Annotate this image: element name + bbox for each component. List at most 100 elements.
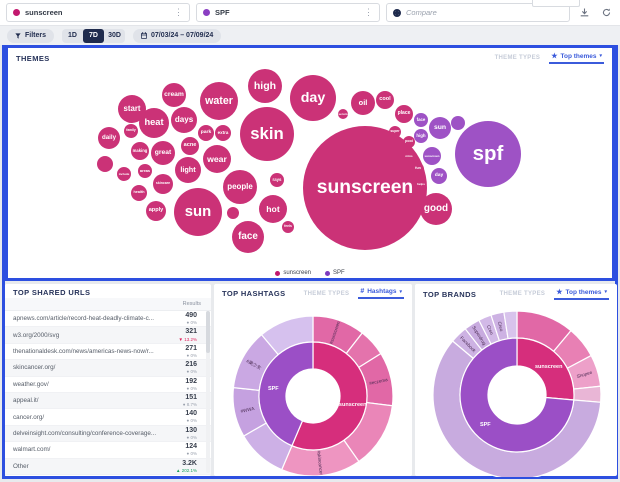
theme-bubble-serum[interactable]: serum bbox=[338, 109, 348, 119]
compare-input[interactable]: Compare bbox=[386, 3, 570, 22]
theme-bubble-unlabeled[interactable] bbox=[451, 116, 465, 130]
kebab-menu-icon[interactable]: ⋮ bbox=[364, 7, 373, 17]
url-text[interactable]: appeal.it/ bbox=[13, 397, 39, 405]
legend-dot bbox=[275, 270, 281, 276]
theme-types-label: THEME TYPES bbox=[499, 291, 546, 297]
url-text[interactable]: thenationaldesk.com/news/americas-news-n… bbox=[13, 347, 154, 355]
sunburst-inner-segment-SPF[interactable] bbox=[459, 337, 575, 453]
theme-bubble-day[interactable]: day bbox=[290, 75, 336, 121]
sunburst-inner-segment-sunscreen[interactable] bbox=[516, 337, 575, 401]
url-text[interactable]: apnews.com/article/record-heat-deadly-cl… bbox=[13, 315, 155, 323]
results-delta: ● 0% bbox=[186, 385, 197, 391]
chevron-down-icon: ▾ bbox=[604, 289, 607, 295]
results-cell: 124 ● 0% bbox=[185, 443, 203, 456]
query-input-spf[interactable]: SPF ⋮ bbox=[196, 3, 380, 22]
table-scrollbar[interactable] bbox=[206, 311, 210, 473]
theme-bubble-apply[interactable]: apply bbox=[146, 201, 166, 221]
url-text[interactable]: delveinsight.com/consulting/conference-c… bbox=[13, 429, 157, 437]
legend-item-sunscreen[interactable]: sunscreen bbox=[275, 270, 311, 276]
refresh-button[interactable] bbox=[598, 5, 614, 21]
theme-bubble-sunscreen[interactable]: sunscreen bbox=[423, 147, 441, 165]
theme-bubble-spf[interactable]: spf bbox=[455, 121, 521, 187]
theme-bubble-park[interactable]: park bbox=[198, 125, 214, 141]
sunburst-outer-label: Creo bbox=[497, 321, 504, 332]
theme-bubble-areas[interactable]: areas bbox=[138, 164, 152, 178]
theme-bubble-light[interactable]: light bbox=[175, 157, 201, 183]
theme-bubble-pool[interactable]: pool bbox=[403, 136, 415, 148]
url-row[interactable]: delveinsight.com/consulting/conference-c… bbox=[5, 425, 211, 443]
theme-bubble-high[interactable]: high bbox=[248, 69, 282, 103]
theme-bubble-sun[interactable]: sun bbox=[174, 188, 222, 236]
theme-bubble-unlabeled[interactable] bbox=[227, 207, 239, 219]
url-row[interactable]: skincancer.org/216 ● 0% bbox=[5, 360, 211, 377]
url-text[interactable]: weather.gov/ bbox=[13, 380, 49, 388]
url-row[interactable]: thenationaldesk.com/news/americas-news-n… bbox=[5, 344, 211, 361]
theme-bubble-hot[interactable]: hot bbox=[259, 195, 287, 223]
range-30d[interactable]: 30D bbox=[108, 32, 121, 39]
theme-bubble-skincare[interactable]: skincare bbox=[153, 174, 173, 194]
theme-bubble-face[interactable]: face bbox=[232, 221, 264, 253]
theme-bubble-health[interactable]: health bbox=[131, 185, 147, 201]
theme-bubble-fun[interactable]: fun bbox=[412, 163, 424, 175]
theme-bubble-high[interactable]: high bbox=[414, 129, 428, 143]
theme-bubble-sun[interactable]: sun bbox=[429, 117, 451, 139]
url-text[interactable]: skincancer.org/ bbox=[13, 364, 56, 372]
sunburst-inner-segment-SPF[interactable] bbox=[258, 341, 314, 447]
theme-bubble-day[interactable]: day bbox=[431, 168, 447, 184]
theme-bubble-rays[interactable]: rays bbox=[270, 173, 284, 187]
query-label: sunscreen bbox=[25, 8, 63, 17]
theme-bubble-include[interactable]: include bbox=[117, 167, 131, 181]
url-row[interactable]: appeal.it/151 ● 8.7% bbox=[5, 392, 211, 410]
url-row[interactable]: walmart.com/124 ● 0% bbox=[5, 442, 211, 459]
filters-button[interactable]: Filters bbox=[7, 28, 55, 43]
url-row[interactable]: apnews.com/article/record-heat-deadly-cl… bbox=[5, 311, 211, 328]
url-text[interactable]: w3.org/2000/svg bbox=[13, 331, 60, 339]
top-bar: sunscreen ⋮ SPF ⋮ Compare bbox=[0, 0, 620, 26]
hashtags-selector[interactable]: # Hashtags ▾ bbox=[358, 288, 404, 299]
results-cell: 151 ● 8.7% bbox=[183, 394, 203, 407]
range-7d[interactable]: 7D bbox=[83, 28, 105, 43]
theme-bubble-place[interactable]: place bbox=[395, 105, 413, 123]
theme-bubble-skin[interactable]: skin bbox=[240, 107, 294, 161]
hashtags-panel-controls: THEME TYPES # Hashtags ▾ bbox=[304, 288, 404, 299]
theme-bubble-daily[interactable]: daily bbox=[98, 127, 120, 149]
sunburst-inner-segment-sunscreen[interactable] bbox=[291, 341, 368, 451]
theme-bubble-face[interactable]: face bbox=[414, 113, 428, 127]
url-row[interactable]: cancer.org/140 ● 0% bbox=[5, 409, 211, 426]
download-button[interactable] bbox=[576, 5, 592, 21]
theme-bubble-people[interactable]: people bbox=[223, 170, 257, 204]
theme-bubble-acne[interactable]: acne bbox=[181, 137, 199, 155]
theme-bubble-start[interactable]: start bbox=[118, 95, 146, 123]
theme-bubble-feels[interactable]: feels bbox=[282, 221, 294, 233]
url-row[interactable]: weather.gov/192 ● 0% bbox=[5, 377, 211, 393]
theme-bubble-cream[interactable]: cream bbox=[162, 83, 186, 107]
url-text[interactable]: walmart.com/ bbox=[13, 446, 51, 454]
url-text[interactable]: Other bbox=[13, 462, 29, 470]
theme-bubble-super[interactable]: super bbox=[389, 126, 401, 138]
date-range-picker[interactable]: 07/03/24 – 07/09/24 bbox=[133, 28, 222, 43]
theme-bubble-family[interactable]: family bbox=[124, 124, 138, 138]
theme-bubble-cool[interactable]: cool bbox=[376, 91, 394, 109]
legend-item-SPF[interactable]: SPF bbox=[325, 270, 345, 276]
theme-bubble-great[interactable]: great bbox=[151, 141, 175, 165]
top-themes-selector[interactable]: ★ Top themes ▾ bbox=[549, 52, 604, 64]
theme-bubble-making[interactable]: making bbox=[131, 142, 149, 160]
theme-bubble-water[interactable]: water bbox=[200, 82, 238, 120]
theme-bubble-days[interactable]: days bbox=[171, 107, 197, 133]
theme-bubble-good[interactable]: good bbox=[420, 193, 452, 225]
theme-bubble-wear[interactable]: wear bbox=[203, 145, 231, 173]
range-1d[interactable]: 1D bbox=[68, 32, 77, 39]
url-row[interactable]: w3.org/2000/svg 321 ▼ 13.2% bbox=[5, 327, 211, 344]
query-input-sunscreen[interactable]: sunscreen ⋮ bbox=[6, 3, 190, 22]
theme-bubble-helps[interactable]: helps bbox=[416, 179, 426, 189]
theme-bubble-oil[interactable]: oil bbox=[351, 91, 375, 115]
theme-bubble-unlabeled[interactable] bbox=[97, 156, 113, 172]
top-themes-selector[interactable]: ★ Top themes ▾ bbox=[554, 288, 609, 300]
url-text[interactable]: cancer.org/ bbox=[13, 413, 45, 421]
scrollbar-thumb[interactable] bbox=[206, 311, 210, 353]
kebab-menu-icon[interactable]: ⋮ bbox=[174, 7, 183, 17]
url-row[interactable]: Other 3.2K ▲ 202.1% bbox=[5, 458, 211, 475]
theme-bubble-extra[interactable]: extra bbox=[215, 125, 231, 141]
theme-bubble-mins[interactable]: mins bbox=[404, 152, 414, 162]
download-icon bbox=[580, 8, 588, 17]
